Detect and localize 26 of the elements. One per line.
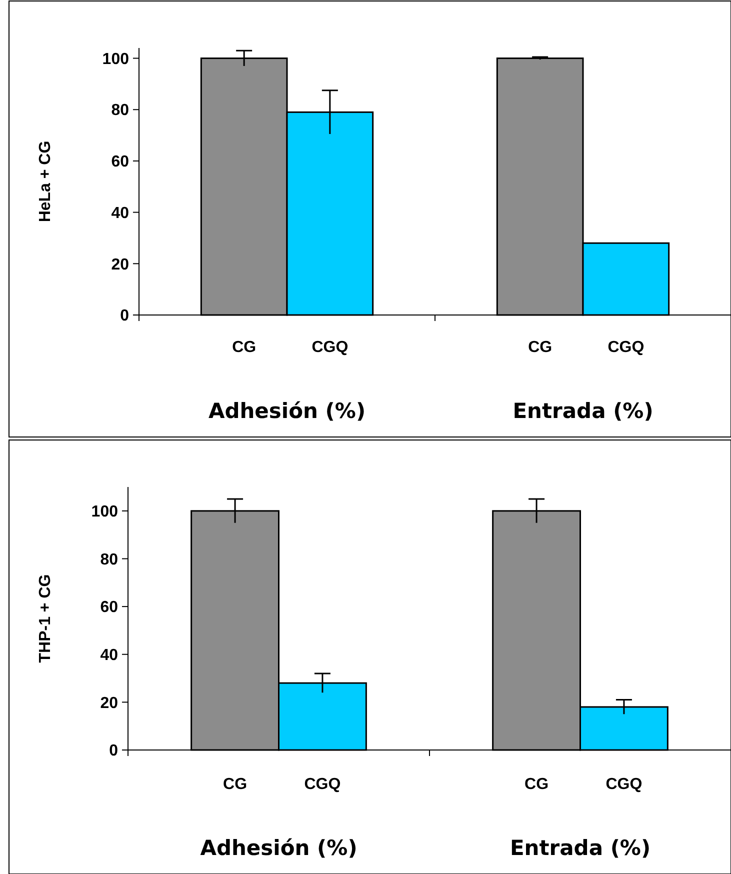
- y-tick-label: 80: [111, 102, 130, 120]
- y-tick-label: 20: [100, 694, 118, 712]
- y-tick-label: 100: [102, 50, 130, 68]
- series-label: CGQ: [304, 776, 341, 793]
- y-tick-label: 60: [100, 599, 118, 616]
- text: CGQ: [608, 339, 644, 356]
- text: CGQ: [606, 776, 642, 793]
- y-tick-label: 40: [111, 204, 130, 222]
- series-label: CG: [223, 776, 248, 793]
- text: CG: [524, 776, 549, 793]
- y-tick-label: 80: [100, 551, 118, 568]
- series-label: CGQ: [312, 339, 348, 356]
- text: CG: [528, 339, 552, 356]
- y-tick-label: 20: [111, 256, 130, 274]
- y-tick-label: 60: [111, 154, 130, 171]
- series-label: CG: [232, 339, 256, 356]
- x-tick-label: Entrada (%): [510, 836, 651, 860]
- x-tick-label: Adhesión (%): [200, 836, 358, 860]
- y-axis-title: HeLa + CG: [37, 140, 54, 222]
- y-tick-label: 100: [91, 504, 118, 521]
- y-tick-label: 40: [100, 646, 118, 664]
- y-axis-title: THP-1 + CG: [37, 574, 54, 663]
- x-tick-label: Adhesión (%): [208, 399, 366, 423]
- y-tick-label: 0: [109, 742, 118, 760]
- y-tick-label: 0: [120, 308, 130, 325]
- x-tick-label: Entrada (%): [512, 399, 654, 423]
